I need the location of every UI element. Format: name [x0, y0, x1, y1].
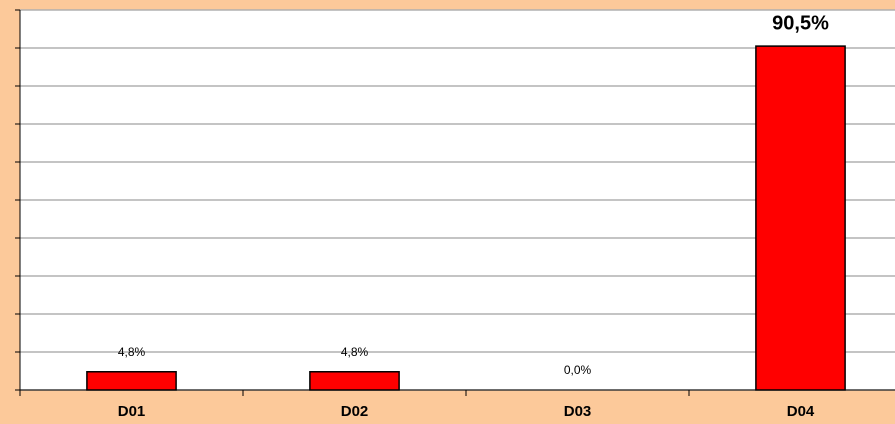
bar	[86, 371, 177, 391]
x-tick-label: D02	[341, 403, 369, 420]
x-tick-label: D04	[787, 403, 815, 420]
x-tick-label: D01	[118, 403, 146, 420]
bar	[309, 371, 400, 391]
data-label: 0,0%	[564, 363, 592, 377]
data-label: 4,8%	[341, 345, 369, 359]
data-label: 4,8%	[118, 345, 146, 359]
data-label: 90,5%	[772, 12, 829, 34]
x-tick-label: D03	[564, 403, 592, 420]
bar	[755, 45, 846, 391]
